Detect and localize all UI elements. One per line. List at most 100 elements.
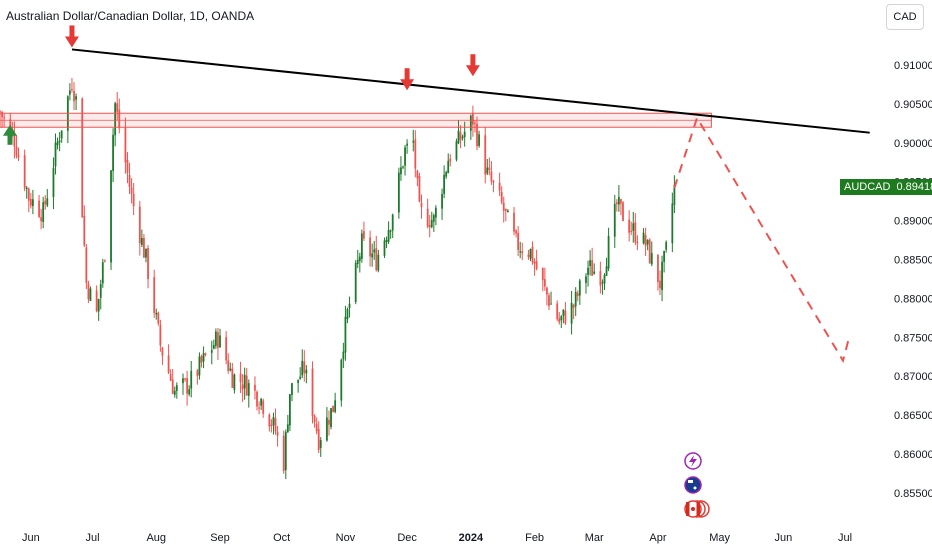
candle-body bbox=[354, 263, 357, 303]
candle-body bbox=[38, 200, 40, 217]
y-tick-label: 0.86500 bbox=[894, 410, 932, 422]
candle-body bbox=[81, 98, 84, 218]
candle-body bbox=[484, 135, 487, 175]
candle-body bbox=[488, 167, 491, 171]
candle-body bbox=[13, 133, 16, 147]
time-axis: Jun Jul Aug Sep Oct Nov Dec 2024 Feb Mar Apr May Jun… bbox=[22, 532, 852, 544]
y-tick-label: 0.88500 bbox=[894, 255, 932, 267]
candle-body bbox=[262, 400, 265, 414]
candle-body bbox=[200, 356, 203, 363]
candle-body bbox=[400, 167, 402, 175]
candle-body bbox=[268, 414, 271, 427]
candle-body bbox=[363, 231, 365, 239]
candle-body bbox=[204, 353, 207, 355]
candle-body bbox=[572, 304, 575, 308]
y-tick-label: 0.85500 bbox=[894, 488, 932, 500]
candle-body bbox=[214, 331, 217, 346]
candle-body bbox=[661, 261, 663, 290]
candle-body bbox=[297, 379, 300, 383]
candle-body bbox=[29, 198, 32, 206]
candle-body bbox=[243, 374, 246, 389]
candle-body bbox=[97, 298, 100, 312]
candle-body bbox=[182, 378, 184, 384]
candle-body bbox=[564, 310, 567, 324]
candle-body bbox=[27, 188, 30, 201]
price-axis: 0.910000.905000.900000.895000.890000.885… bbox=[894, 60, 932, 500]
candle-body bbox=[23, 155, 26, 189]
candle-body bbox=[342, 351, 345, 360]
candle-body bbox=[513, 212, 515, 232]
candle-body bbox=[138, 206, 141, 244]
candle-body bbox=[476, 123, 478, 147]
last-price-value: 0.89418 bbox=[896, 181, 932, 193]
x-tick-label: Jul bbox=[85, 532, 99, 544]
candle-body bbox=[414, 139, 417, 169]
x-tick-label: Aug bbox=[146, 532, 166, 544]
candle-body bbox=[44, 200, 47, 205]
candle-body bbox=[289, 394, 291, 426]
canada-flag-icon bbox=[684, 500, 710, 518]
candle-body bbox=[171, 379, 174, 394]
y-tick-label: 0.87000 bbox=[894, 371, 932, 383]
candle-body bbox=[474, 122, 476, 124]
candle-body bbox=[56, 141, 59, 146]
candle-body bbox=[196, 370, 199, 376]
candle-body bbox=[455, 141, 458, 160]
currency-button[interactable]: CAD bbox=[886, 4, 924, 30]
candle-body bbox=[256, 391, 258, 407]
candle-body bbox=[190, 370, 193, 389]
candle-body bbox=[673, 184, 676, 205]
candle-body bbox=[126, 160, 129, 173]
candle-body bbox=[231, 368, 234, 388]
candle-body bbox=[663, 250, 666, 262]
candle-body bbox=[202, 353, 205, 362]
candle-body bbox=[87, 283, 90, 300]
candle-body bbox=[461, 136, 464, 139]
candle-body bbox=[332, 405, 334, 413]
candle-body bbox=[447, 160, 450, 174]
y-tick-label: 0.90000 bbox=[894, 138, 932, 150]
candle-body bbox=[212, 345, 215, 349]
candle-body bbox=[646, 240, 649, 245]
candle-body bbox=[143, 237, 145, 258]
candle-body bbox=[9, 119, 12, 128]
candle-body bbox=[391, 214, 394, 231]
candle-body bbox=[114, 103, 117, 136]
x-tick-label: May bbox=[709, 532, 730, 544]
candle-body bbox=[291, 383, 293, 395]
candle-body bbox=[570, 302, 573, 324]
y-tick-label: 0.91000 bbox=[894, 60, 932, 72]
candle-body bbox=[377, 254, 380, 271]
candle-body bbox=[315, 423, 318, 432]
candle-body bbox=[330, 408, 332, 428]
candle-body bbox=[389, 230, 392, 232]
candle-body bbox=[40, 217, 43, 222]
candle-body bbox=[644, 234, 647, 246]
candle-body bbox=[313, 415, 316, 423]
lightning-icon bbox=[684, 452, 702, 470]
candle-body bbox=[276, 431, 279, 436]
candle-body bbox=[75, 96, 77, 100]
candle-body bbox=[326, 417, 328, 441]
candle-body bbox=[578, 280, 581, 296]
candle-body bbox=[299, 376, 302, 379]
candle-body bbox=[469, 115, 472, 131]
candle-body bbox=[3, 117, 6, 119]
support-marker-arrow bbox=[3, 124, 17, 145]
x-tick-label: Nov bbox=[336, 532, 356, 544]
candle-body bbox=[373, 249, 376, 253]
candle-body bbox=[622, 202, 624, 221]
x-tick-label: Apr bbox=[649, 532, 666, 544]
symbol-title: Australian Dollar/Canadian Dollar, 1D, O… bbox=[6, 9, 255, 23]
candle-body bbox=[498, 182, 501, 191]
candle-body bbox=[430, 220, 433, 228]
candle-body bbox=[546, 287, 548, 295]
candle-body bbox=[42, 202, 45, 222]
candle-body bbox=[657, 254, 659, 283]
candle-body bbox=[132, 193, 135, 207]
candle-body bbox=[541, 268, 544, 281]
candle-body bbox=[500, 191, 503, 203]
candle-body bbox=[459, 132, 462, 141]
candle-body bbox=[428, 225, 431, 228]
